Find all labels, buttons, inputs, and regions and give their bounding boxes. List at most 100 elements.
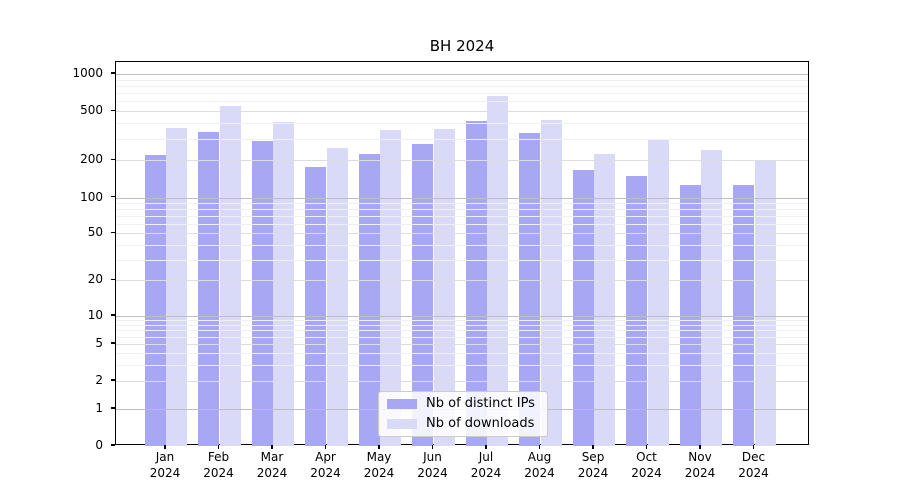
gridline-100 bbox=[116, 197, 808, 199]
y-tick bbox=[110, 109, 115, 111]
bar-sep-downloads bbox=[594, 154, 616, 446]
legend: Nb of distinct IPs Nb of downloads bbox=[378, 391, 548, 437]
bar-jul-downloads bbox=[487, 96, 509, 446]
bar-mar-ips bbox=[251, 141, 273, 446]
y-tick bbox=[110, 342, 115, 344]
y-tick-label: 1 bbox=[95, 401, 103, 415]
gridline-90 bbox=[116, 203, 808, 205]
x-tick-label: Feb 2024 bbox=[203, 450, 234, 480]
bar-nov-ips bbox=[679, 184, 701, 446]
chart-title: BH 2024 bbox=[429, 37, 495, 55]
y-tick-label: 100 bbox=[80, 189, 103, 204]
gridline-5 bbox=[116, 343, 808, 345]
y-tick-label: 0 bbox=[95, 438, 103, 452]
gridline-600 bbox=[116, 101, 808, 103]
gridline-400 bbox=[116, 123, 808, 125]
x-tick-label: Apr 2024 bbox=[310, 450, 341, 480]
y-tick bbox=[110, 196, 115, 198]
gridline-20 bbox=[116, 280, 808, 282]
gridline-80 bbox=[116, 209, 808, 211]
x-tick bbox=[699, 445, 701, 449]
bar-nov-downloads bbox=[701, 149, 723, 446]
gridline-8 bbox=[116, 325, 808, 326]
y-tick bbox=[110, 278, 115, 281]
x-tick bbox=[324, 445, 327, 449]
y-tick-label: 5 bbox=[95, 335, 103, 350]
y-tick bbox=[110, 158, 115, 161]
y-tick-label: 10 bbox=[87, 308, 103, 322]
gridline-30 bbox=[116, 259, 808, 261]
y-tick-label: 50 bbox=[87, 225, 103, 240]
bar-jan-ips bbox=[144, 155, 166, 446]
bar-apr-ips bbox=[305, 166, 327, 446]
x-tick bbox=[485, 445, 487, 449]
bar-dec-ips bbox=[733, 184, 755, 446]
gridline-6 bbox=[116, 336, 808, 338]
x-tick-label: Mar 2024 bbox=[256, 450, 288, 480]
x-tick-label: May 2024 bbox=[363, 450, 395, 480]
y-tick bbox=[110, 407, 115, 409]
bar-jun-downloads bbox=[433, 129, 455, 446]
bar-jun-ips bbox=[412, 143, 434, 446]
gridline-2 bbox=[116, 381, 808, 382]
gridline-3 bbox=[116, 364, 808, 366]
grid-layer bbox=[116, 62, 808, 444]
x-tick bbox=[431, 445, 434, 449]
y-tick bbox=[110, 444, 115, 446]
gridline-1000 bbox=[116, 74, 808, 75]
x-tick bbox=[378, 445, 380, 449]
x-tick bbox=[645, 445, 648, 449]
gridline-200 bbox=[116, 160, 808, 162]
bar-aug-ips bbox=[519, 133, 541, 446]
y-tick bbox=[110, 231, 115, 233]
bar-jan-downloads bbox=[166, 128, 188, 446]
y-tick-label: 500 bbox=[80, 103, 103, 118]
x-tick bbox=[538, 445, 541, 449]
x-tick-label: Oct 2024 bbox=[631, 450, 662, 480]
gridline-9 bbox=[116, 320, 808, 322]
bar-aug-downloads bbox=[540, 119, 562, 446]
legend-item-downloads: Nb of downloads bbox=[387, 416, 539, 432]
bar-oct-ips bbox=[626, 176, 648, 446]
y-tick-label: 20 bbox=[87, 272, 103, 287]
x-tick bbox=[164, 445, 166, 449]
gridline-300 bbox=[116, 138, 808, 140]
legend-label-distinct-ips: Nb of distinct IPs bbox=[426, 396, 535, 411]
bar-feb-downloads bbox=[219, 106, 241, 446]
gridline-500 bbox=[116, 111, 808, 113]
x-tick-label: Jan 2024 bbox=[149, 450, 181, 480]
bar-sep-ips bbox=[572, 170, 594, 446]
gridline-10 bbox=[116, 316, 808, 317]
bar-feb-ips bbox=[198, 131, 220, 446]
gridline-7 bbox=[116, 330, 808, 332]
y-tick bbox=[110, 314, 115, 316]
x-tick bbox=[752, 445, 755, 449]
bar-apr-downloads bbox=[326, 148, 348, 446]
bar-may-downloads bbox=[380, 130, 402, 446]
gridline-900 bbox=[116, 79, 808, 81]
legend-item-distinct-ips: Nb of distinct IPs bbox=[387, 396, 539, 412]
legend-swatch-distinct-ips bbox=[387, 399, 417, 409]
y-tick-label: 2 bbox=[95, 373, 103, 387]
gridline-60 bbox=[116, 223, 808, 225]
gridline-40 bbox=[116, 244, 808, 246]
bar-may-ips bbox=[358, 153, 380, 446]
x-tick-label: Sep 2024 bbox=[577, 450, 609, 480]
y-tick bbox=[110, 72, 115, 74]
plot-area bbox=[115, 61, 809, 446]
x-tick bbox=[217, 445, 220, 449]
gridline-700 bbox=[116, 93, 808, 95]
x-tick-label: Jul 2024 bbox=[470, 450, 502, 480]
legend-swatch-downloads bbox=[387, 419, 417, 429]
gridline-50 bbox=[116, 233, 808, 235]
legend-label-downloads: Nb of downloads bbox=[426, 416, 535, 431]
x-tick-label: Aug 2024 bbox=[524, 450, 555, 480]
gridline-70 bbox=[116, 216, 808, 218]
gridline-800 bbox=[116, 85, 808, 87]
y-tick-label: 200 bbox=[80, 152, 103, 167]
x-tick-label: Nov 2024 bbox=[684, 450, 716, 480]
x-tick bbox=[271, 445, 273, 449]
x-tick-label: Jun 2024 bbox=[417, 450, 448, 480]
y-tick bbox=[110, 379, 115, 381]
